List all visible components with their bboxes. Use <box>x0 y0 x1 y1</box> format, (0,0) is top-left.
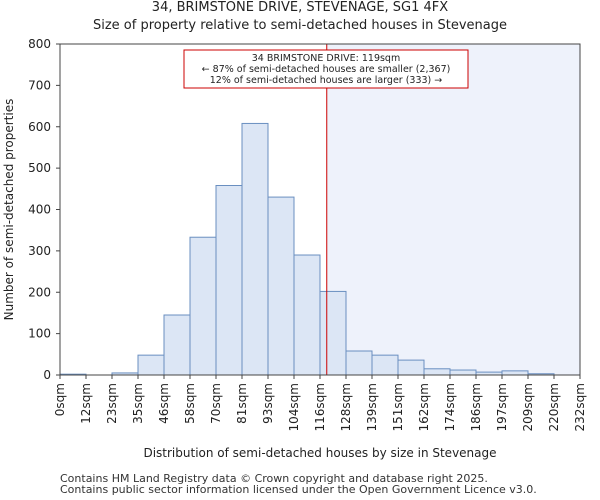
x-tick-label: 46sqm <box>157 383 171 424</box>
histogram-bar <box>293 254 321 376</box>
annotation-line-3: 12% of semi-detached houses are larger (… <box>210 75 443 86</box>
x-tick-label: 58sqm <box>183 383 197 424</box>
histogram-bar <box>371 354 399 376</box>
y-tick-label: 800 <box>28 37 51 51</box>
x-tick-label: 12sqm <box>79 383 93 424</box>
x-tick-label: 186sqm <box>469 383 483 431</box>
x-tick-label: 70sqm <box>209 383 223 424</box>
footer-line-2: Contains public sector information licen… <box>60 483 537 496</box>
annotation-box <box>183 49 469 89</box>
x-tick-label: 197sqm <box>495 383 509 431</box>
x-axis-label: Distribution of semi-detached houses by … <box>143 446 496 460</box>
chart-title: 34, BRIMSTONE DRIVE, STEVENAGE, SG1 4FX <box>151 0 449 15</box>
y-tick-label: 100 <box>28 327 51 341</box>
x-tick-label: 232sqm <box>573 383 587 431</box>
histogram-bar <box>137 354 165 376</box>
x-tick-label: 209sqm <box>521 383 535 431</box>
x-tick-label: 128sqm <box>339 383 353 431</box>
annotation-line-1: 34 BRIMSTONE DRIVE: 119sqm <box>252 53 400 64</box>
histogram-bar <box>215 185 243 376</box>
y-axis-label: Number of semi-detached properties <box>2 99 16 321</box>
x-tick-label: 139sqm <box>365 383 379 431</box>
x-tick-label: 220sqm <box>547 383 561 431</box>
histogram-bar <box>423 368 451 376</box>
y-tick-label: 600 <box>28 120 51 134</box>
x-tick-label: 93sqm <box>261 383 275 424</box>
x-tick-label: 81sqm <box>235 383 249 424</box>
histogram-chart: 0 100 200 300 400 500 600 700 800 0sqm 12sqm 23sqm… <box>2 37 587 460</box>
x-tick-label: 162sqm <box>417 383 431 431</box>
y-tick-label: 400 <box>28 203 51 217</box>
histogram-bar <box>449 369 477 376</box>
x-tick-label: 174sqm <box>443 383 457 431</box>
x-tick-label: 151sqm <box>391 383 405 431</box>
histogram-bar <box>345 350 373 376</box>
y-tick-label: 500 <box>28 161 51 175</box>
histogram-bar <box>189 236 217 376</box>
histogram-bar <box>501 370 529 376</box>
x-tick-label: 23sqm <box>105 383 119 424</box>
y-tick-label: 200 <box>28 285 51 299</box>
y-tick-label: 300 <box>28 244 51 258</box>
x-tick-label: 0sqm <box>53 383 67 416</box>
histogram-bar <box>241 122 269 376</box>
histogram-bar <box>319 290 347 376</box>
x-tick-label: 116sqm <box>313 383 327 431</box>
chart-subtitle: Size of property relative to semi-detach… <box>92 18 508 33</box>
x-tick-label: 104sqm <box>287 383 301 431</box>
larger-properties-region <box>326 44 580 375</box>
y-tick-label: 0 <box>43 368 51 382</box>
y-tick-label: 700 <box>28 78 51 92</box>
footer-line-1: Contains HM Land Registry data © Crown c… <box>60 472 488 485</box>
annotation-line-2: ← 87% of semi-detached houses are smalle… <box>202 64 451 75</box>
histogram-bar <box>267 196 295 376</box>
histogram-bar <box>163 314 191 376</box>
histogram-bar <box>397 359 425 376</box>
x-tick-label: 35sqm <box>131 383 145 424</box>
